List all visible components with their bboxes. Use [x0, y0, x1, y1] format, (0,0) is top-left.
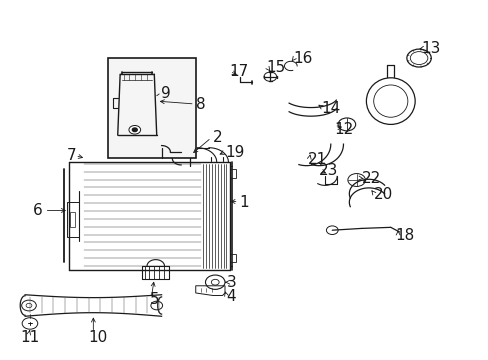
Circle shape	[326, 226, 337, 234]
Circle shape	[406, 49, 430, 67]
Bar	[229, 169, 235, 178]
Text: 6: 6	[32, 203, 42, 218]
Text: 2: 2	[212, 130, 222, 145]
Circle shape	[129, 126, 141, 134]
Circle shape	[264, 72, 276, 81]
Ellipse shape	[366, 78, 414, 125]
Ellipse shape	[373, 85, 407, 117]
Text: 9: 9	[160, 86, 170, 102]
Circle shape	[337, 118, 355, 131]
Text: 15: 15	[266, 59, 285, 75]
Circle shape	[22, 318, 38, 329]
Text: 18: 18	[395, 228, 414, 243]
Bar	[229, 253, 235, 262]
Text: 3: 3	[226, 275, 236, 290]
Text: 4: 4	[226, 289, 236, 304]
Circle shape	[151, 301, 162, 310]
Text: 5: 5	[150, 292, 159, 307]
Text: 23: 23	[318, 163, 337, 178]
Bar	[108, 58, 195, 158]
Text: 11: 11	[20, 330, 40, 345]
Text: 7: 7	[66, 148, 76, 163]
Text: 21: 21	[307, 152, 326, 167]
Circle shape	[409, 51, 427, 64]
Text: 16: 16	[293, 50, 312, 66]
Text: 20: 20	[373, 187, 392, 202]
Text: 12: 12	[334, 122, 353, 136]
Text: 13: 13	[420, 41, 440, 55]
Text: 10: 10	[88, 330, 107, 345]
Bar	[70, 212, 75, 226]
Text: 22: 22	[361, 171, 380, 186]
Circle shape	[211, 279, 219, 285]
Circle shape	[132, 128, 137, 132]
Circle shape	[26, 303, 32, 308]
Bar	[66, 202, 79, 237]
Text: 8: 8	[195, 97, 205, 112]
Circle shape	[21, 300, 36, 311]
Text: 19: 19	[224, 144, 244, 159]
Text: 14: 14	[321, 101, 340, 116]
Text: 17: 17	[228, 64, 247, 79]
Circle shape	[347, 174, 365, 186]
Circle shape	[205, 275, 224, 289]
Text: 1: 1	[239, 195, 249, 210]
